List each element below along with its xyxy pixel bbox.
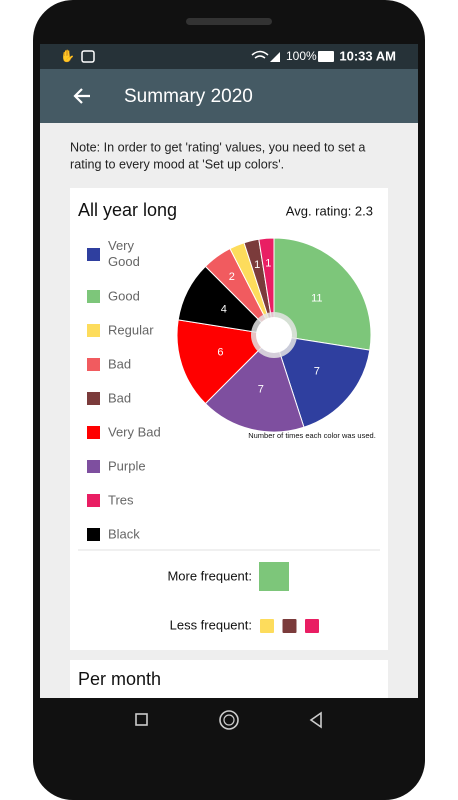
signal-icon: [270, 52, 280, 62]
battery-icon: [318, 51, 334, 62]
frequent-swatch: [259, 562, 289, 591]
card: [70, 660, 388, 698]
status-icon: ✋: [60, 49, 75, 63]
card-title: All year long: [78, 200, 177, 220]
slice-label: 11: [311, 292, 322, 304]
more-frequent-label: More frequent:: [167, 568, 252, 583]
legend-swatch: [87, 324, 100, 337]
pie-slice: [273, 334, 371, 428]
app-title: Summary 2020: [124, 86, 253, 107]
slice-label: 4: [221, 303, 227, 315]
back-button[interactable]: [73, 88, 90, 104]
pie-slice: [258, 237, 275, 336]
frequent-swatch: [282, 619, 297, 633]
legend-label: Good: [108, 288, 140, 303]
slice-label: 7: [258, 384, 264, 396]
card-title: Per month: [78, 669, 161, 689]
legend-swatch: [87, 494, 100, 507]
legend-swatch: [87, 426, 100, 439]
legend-label: Purple: [108, 458, 146, 473]
wifi-icon: [251, 50, 269, 59]
legend-label: Bad: [108, 390, 131, 405]
legend-swatch: [87, 528, 100, 541]
home-button[interactable]: [219, 710, 239, 730]
avg-rating: Avg. rating: 2.3: [286, 203, 373, 218]
note-line: rating to every mood at 'Set up colors'.: [70, 157, 284, 171]
legend-swatch: [87, 358, 100, 371]
legend-swatch: [87, 392, 100, 405]
status-bar: [40, 44, 418, 69]
slice-label: 2: [229, 271, 235, 283]
legend-label: Regular: [108, 322, 154, 337]
legend-label: Very Bad: [108, 424, 161, 439]
slice-label: 1: [254, 259, 260, 271]
slice-label: 1: [265, 257, 271, 269]
status-icon: [81, 50, 95, 63]
note-line: Note: In order to get 'rating' values, y…: [70, 140, 365, 154]
pie-slice: [204, 334, 305, 433]
legend-label: Very Good: [108, 238, 140, 269]
legend-label: Black: [108, 526, 140, 541]
slice-label: 7: [314, 365, 320, 377]
frequent-swatch: [260, 619, 274, 633]
pie-slice: [176, 319, 276, 405]
legend-label: Tres: [108, 492, 134, 507]
battery-text: 100%: [286, 49, 317, 63]
pie-hole: [256, 317, 292, 353]
recents-button[interactable]: [135, 713, 148, 726]
legend-swatch: [87, 248, 100, 261]
time: 10:33 AM: [339, 48, 396, 63]
pie-slice: [273, 237, 372, 351]
frequent-swatch: [305, 619, 319, 633]
slice-label: 6: [217, 346, 223, 358]
legend-swatch: [87, 460, 100, 473]
app-bar: [40, 69, 418, 123]
chart-caption: Number of times each color was used.: [248, 431, 376, 440]
nav-back-button[interactable]: [309, 711, 322, 729]
speaker: [186, 18, 272, 25]
legend-swatch: [87, 290, 100, 303]
home-button-inner: [223, 714, 235, 726]
less-frequent-label: Less frequent:: [170, 617, 252, 632]
legend-label: Bad: [108, 356, 131, 371]
